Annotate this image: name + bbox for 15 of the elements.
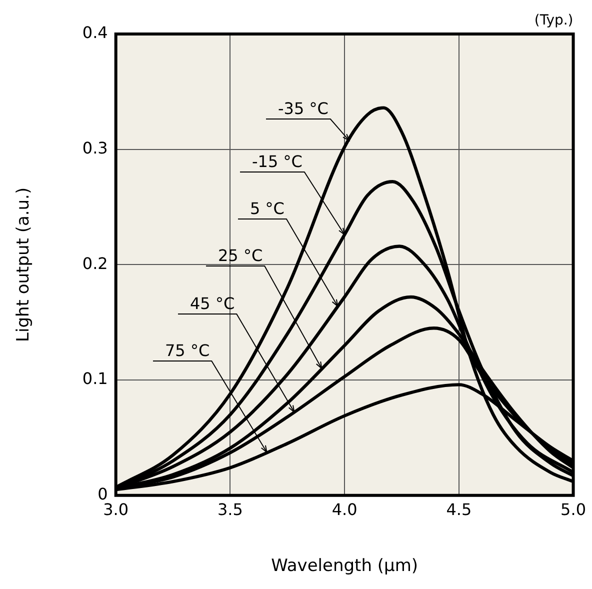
x-tick-label: 4.0: [332, 500, 358, 520]
y-tick-label: 0.3: [82, 138, 108, 158]
text: -15 °C: [252, 152, 302, 171]
y-tick-label: 0.2: [82, 254, 108, 273]
y-tick-label: 0.4: [82, 23, 108, 42]
x-axis-title: Wavelength (µm): [271, 556, 418, 576]
text: 75 °C: [165, 341, 210, 360]
series-label: -35 °C: [278, 99, 328, 118]
text: (Typ.): [534, 12, 574, 29]
x-tick-label: 3.5: [217, 500, 243, 520]
x-tick-label: 4.5: [446, 500, 472, 520]
y-tick-label: 0.1: [82, 369, 108, 388]
y-axis-title: Light output (a.u.): [14, 187, 34, 342]
x-tick-label: 5.0: [560, 500, 586, 520]
text: 5 °C: [250, 199, 284, 218]
